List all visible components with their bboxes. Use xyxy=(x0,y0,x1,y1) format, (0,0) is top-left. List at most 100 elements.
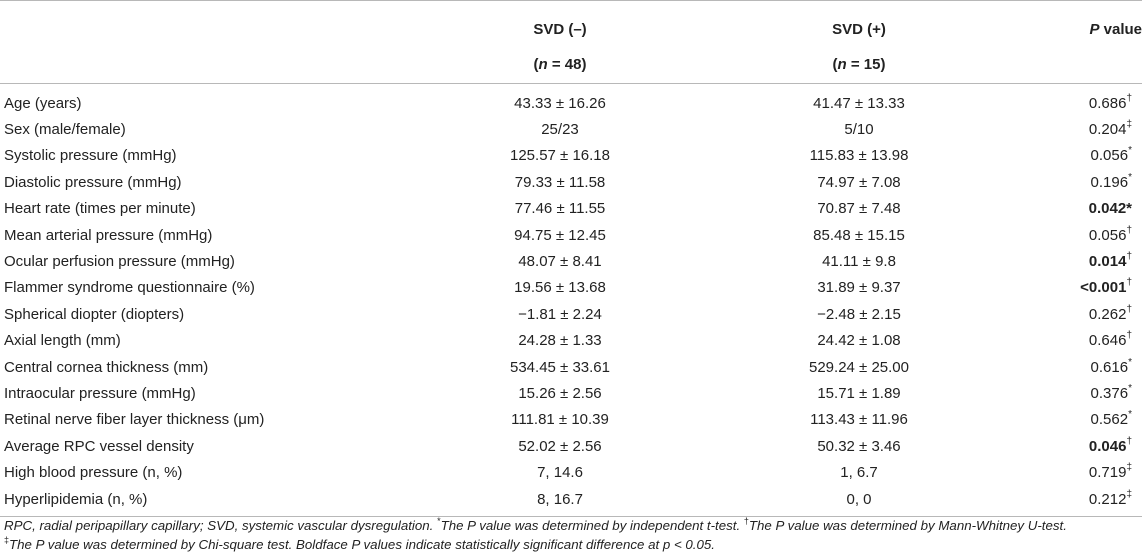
p-value: 0.616 xyxy=(1090,358,1129,376)
row-label: Mean arterial pressure (mmHg) xyxy=(4,226,213,244)
row-label: Sex (male/female) xyxy=(4,121,126,139)
table-row: Heart rate (times per minute) 77.46 ± 11.… xyxy=(0,196,1142,222)
header-svd-negative: SVD (–) xyxy=(390,0,730,49)
p-value-test-mark: ‡ xyxy=(1126,119,1132,131)
row-label: Intraocular pressure (mmHg) xyxy=(4,384,196,402)
footnote-star-mark: * xyxy=(437,515,441,526)
p-value: 0.719 xyxy=(1088,464,1127,482)
header-p-value: P value xyxy=(988,0,1142,49)
row-label: Axial length (mm) xyxy=(4,332,121,350)
svd-positive-value: 113.43 ± 11.96 xyxy=(810,411,908,429)
header-svd-positive: SVD (+) xyxy=(730,0,988,49)
table-row: Diastolic pressure (mmHg) 79.33 ± 11.58 74… xyxy=(0,169,1142,195)
svd-positive-value: 115.83 ± 13.98 xyxy=(809,147,909,165)
table-row: Hyperlipidemia (n, %) 8, 16.7 0, 0 0.212‡ xyxy=(0,485,1142,518)
svd-positive-value: 41.11 ± 9.8 xyxy=(822,253,896,271)
p-value-cell: 0.262† xyxy=(988,301,1142,327)
row-label: Central cornea thickness (mm) xyxy=(4,358,209,376)
header-svd-positive-n: (n = 15) xyxy=(730,49,988,84)
footnote-dagger-text: The P value was determined by Mann-Whitn… xyxy=(748,518,1067,533)
svd-negative-value: 48.07 ± 8.41 xyxy=(518,253,602,271)
table-row: Mean arterial pressure (mmHg) 94.75 ± 12.… xyxy=(0,222,1142,248)
header-empty-3 xyxy=(988,49,1142,84)
row-label: Ocular perfusion pressure (mmHg) xyxy=(4,253,235,271)
svd-negative-value: 94.75 ± 12.45 xyxy=(514,226,606,244)
table-row: Axial length (mm) 24.28 ± 1.33 24.42 ± 1.0… xyxy=(0,328,1142,354)
svd-negative-value: 8, 16.7 xyxy=(390,485,730,518)
table-row: Retinal nerve fiber layer thickness (μm)… xyxy=(0,407,1142,433)
p-value-cell: 0.042* xyxy=(988,196,1142,222)
p-value-cell: 0.686† xyxy=(988,84,1142,117)
p-value-test-mark: † xyxy=(1126,303,1132,315)
p-value-test-mark: † xyxy=(1126,277,1132,289)
p-value: 0.212 xyxy=(1088,490,1127,508)
header-empty-2 xyxy=(0,49,390,84)
p-value-test-mark: * xyxy=(1128,145,1132,157)
header-empty xyxy=(0,0,390,49)
p-value-test-mark: † xyxy=(1126,224,1132,236)
footnote-dagger-mark: † xyxy=(743,515,749,526)
svd-negative-value: 25/23 xyxy=(541,121,579,139)
footnote-abbreviations: RPC, radial peripapillary capillary; SVD… xyxy=(4,518,434,533)
svd-negative-value: 43.33 ± 16.26 xyxy=(514,94,606,112)
svd-negative-value: 125.57 ± 16.18 xyxy=(510,147,610,165)
comparison-table: SVD (–) SVD (+) P value (n = 48) (n = 15… xyxy=(0,0,1142,518)
svd-negative-value: 19.56 ± 13.68 xyxy=(514,279,606,297)
svd-positive-value: 74.97 ± 7.08 xyxy=(817,173,901,191)
row-label: Spherical diopter (diopters) xyxy=(4,305,185,323)
svd-positive-value: 0, 0 xyxy=(730,485,988,518)
p-value-cell: 0.646† xyxy=(988,328,1142,354)
p-value-cell: 0.046† xyxy=(988,433,1142,459)
p-value-cell: 0.014† xyxy=(988,248,1142,274)
svd-negative-value: 7, 14.6 xyxy=(537,464,583,482)
svd-negative-value: 534.45 ± 33.61 xyxy=(510,358,610,376)
footnote-double-dagger-mark: ‡ xyxy=(4,534,10,545)
svd-negative-value: −1.81 ± 2.24 xyxy=(518,305,602,323)
p-value-cell: 0.376* xyxy=(988,380,1142,406)
table-body: Age (years) 43.33 ± 16.26 41.47 ± 13.33 0.6… xyxy=(0,84,1142,518)
row-label: High blood pressure (n, %) xyxy=(4,464,183,482)
p-value: 0.056 xyxy=(1088,226,1127,244)
p-value-test-mark: † xyxy=(1126,251,1132,263)
p-value: 0.262 xyxy=(1088,305,1127,323)
p-value-test-mark: * xyxy=(1128,171,1132,183)
table-row: Spherical diopter (diopters) −1.81 ± 2.24… xyxy=(0,301,1142,327)
table-row: Average RPC vessel density 52.02 ± 2.56 50… xyxy=(0,433,1142,459)
table-row: High blood pressure (n, %) 7, 14.6 1, 6.7 0… xyxy=(0,459,1142,485)
row-label: Retinal nerve fiber layer thickness (μm) xyxy=(4,411,265,429)
p-value: 0.014 xyxy=(1088,253,1127,271)
p-value-test-mark: † xyxy=(1126,435,1132,447)
table-row: Sex (male/female) 25/23 5/10 0.204‡ xyxy=(0,116,1142,142)
table-row: Flammer syndrome questionnaire (%) 19.56 … xyxy=(0,275,1142,301)
header-svd-negative-n: (n = 48) xyxy=(390,49,730,84)
svd-positive-value: 1, 6.7 xyxy=(840,464,878,482)
p-value: 0.376 xyxy=(1090,384,1129,402)
p-value-cell: 0.212‡ xyxy=(988,485,1142,518)
row-label: Systolic pressure (mmHg) xyxy=(4,147,177,165)
p-value: <0.001 xyxy=(1080,279,1127,297)
row-label: Heart rate (times per minute) xyxy=(4,200,196,218)
table-row: Central cornea thickness (mm) 534.45 ± 33… xyxy=(0,354,1142,380)
p-value: 0.042* xyxy=(1088,200,1132,218)
p-value: 0.686 xyxy=(1088,94,1127,112)
svd-positive-value: 85.48 ± 15.15 xyxy=(813,226,905,244)
svd-positive-value: 24.42 ± 1.08 xyxy=(817,332,901,350)
p-value: 0.204 xyxy=(1088,121,1127,139)
footnote-double-dagger-text: The P value was determined by Chi-square… xyxy=(9,537,715,552)
p-value-test-mark: * xyxy=(1128,382,1132,394)
table-row: Systolic pressure (mmHg) 125.57 ± 16.18 11… xyxy=(0,143,1142,169)
p-value-cell: 0.196* xyxy=(988,169,1142,195)
table-row: Intraocular pressure (mmHg) 15.26 ± 2.56 1… xyxy=(0,380,1142,406)
p-value: 0.056 xyxy=(1090,147,1129,165)
p-value-test-mark: † xyxy=(1126,330,1132,342)
p-value-test-mark: * xyxy=(1128,356,1132,368)
p-value-cell: 0.056† xyxy=(988,222,1142,248)
svd-positive-value: 31.89 ± 9.37 xyxy=(817,279,901,297)
p-value-cell: 0.204‡ xyxy=(988,116,1142,142)
row-label: Diastolic pressure (mmHg) xyxy=(4,173,182,191)
p-value-cell: 0.056* xyxy=(988,143,1142,169)
table-footnote: RPC, radial peripapillary capillary; SVD… xyxy=(4,516,1138,554)
svd-negative-value: 52.02 ± 2.56 xyxy=(518,437,602,455)
row-label: Flammer syndrome questionnaire (%) xyxy=(4,279,255,297)
